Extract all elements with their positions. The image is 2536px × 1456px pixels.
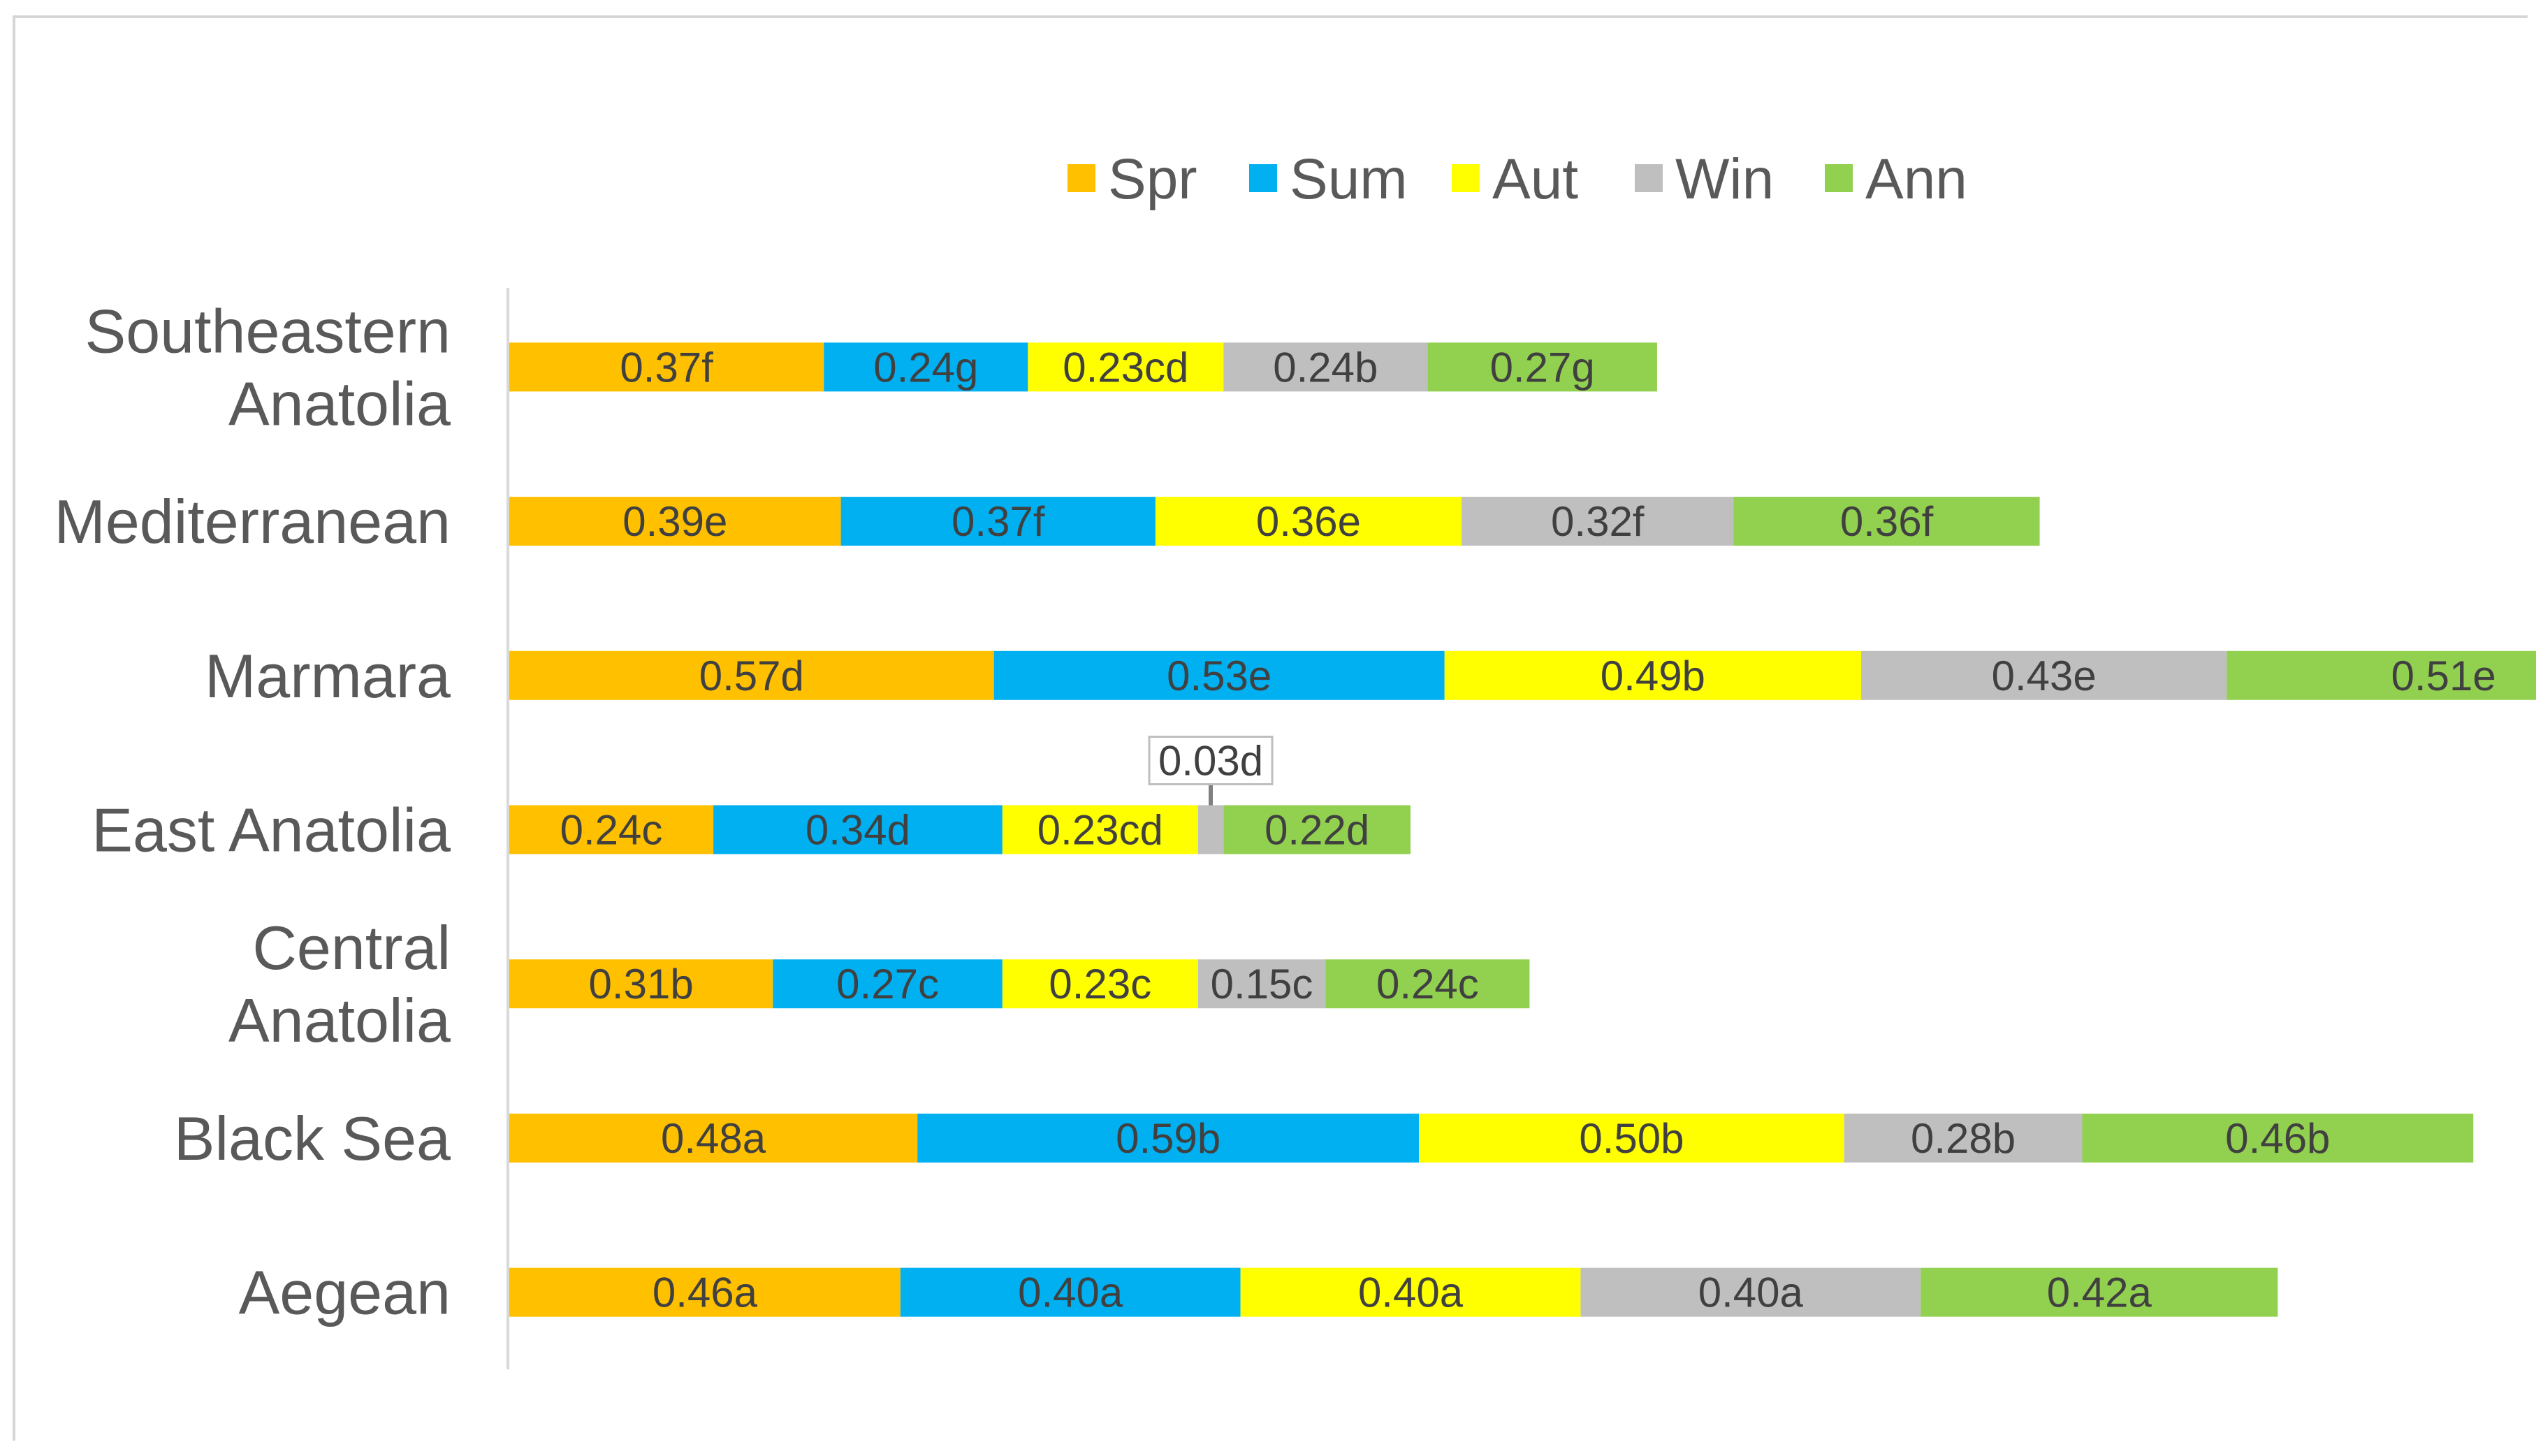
bar-mediterranean-spr xyxy=(509,497,841,546)
bar-marmara-win xyxy=(1861,650,2227,700)
category-label-black-sea: Black Sea xyxy=(174,1104,451,1173)
segment-label-east-anatolia-ann: 0.22d xyxy=(1265,807,1369,854)
segment-label-marmara-aut: 0.49b xyxy=(1601,653,1705,699)
category-label-southeastern-anatolia: Southeastern Anatolia xyxy=(85,296,451,438)
legend-label-aut: Aut xyxy=(1492,147,1578,211)
segment-label-southeastern-anatolia-spr: 0.37f xyxy=(620,344,713,391)
bar-aegean-spr xyxy=(509,1267,901,1317)
category-label-aegean: Aegean xyxy=(239,1258,451,1327)
segment-label-mediterranean-sum: 0.37f xyxy=(952,498,1045,545)
segment-label-central-anatolia-aut: 0.23c xyxy=(1049,961,1151,1007)
segment-label-black-sea-ann: 0.46b xyxy=(2225,1115,2330,1162)
legend-label-sum: Sum xyxy=(1290,147,1408,211)
segment-label-southeastern-anatolia-sum: 0.24g xyxy=(873,344,978,391)
bars xyxy=(509,342,2536,1317)
legend-label-ann: Ann xyxy=(1865,147,1967,211)
segment-label-aegean-win: 0.40a xyxy=(1698,1269,1804,1316)
bar-aegean-win xyxy=(1580,1267,1921,1317)
segment-label-marmara-ann: 0.51e xyxy=(2391,653,2496,699)
chart-frame xyxy=(13,15,2528,1441)
bar-southeastern-anatolia-sum xyxy=(824,342,1028,392)
segment-label-east-anatolia-spr: 0.24c xyxy=(560,807,663,854)
segment-label-black-sea-sum: 0.59b xyxy=(1116,1115,1220,1162)
bar-black-sea-aut xyxy=(1419,1113,1844,1163)
segment-label-central-anatolia-spr: 0.31b xyxy=(589,961,694,1007)
legend-swatch-sum xyxy=(1249,164,1277,192)
bar-central-anatolia-win xyxy=(1197,959,1326,1009)
segment-label-mediterranean-aut: 0.36e xyxy=(1256,498,1361,545)
segment-label-mediterranean-ann: 0.36f xyxy=(1840,498,1934,545)
bar-southeastern-anatolia-win xyxy=(1223,342,1428,392)
segment-label-aegean-aut: 0.40a xyxy=(1358,1269,1464,1316)
category-labels: Aegean Black Sea Central Anatolia East Anato… xyxy=(54,296,451,1327)
segment-label-black-sea-win: 0.28b xyxy=(1911,1115,2016,1162)
segment-label-mediterranean-win: 0.32f xyxy=(1551,498,1645,545)
segment-label-central-anatolia-win: 0.15c xyxy=(1211,961,1313,1007)
legend-label-win: Win xyxy=(1675,147,1774,211)
bar-east-anatolia-spr xyxy=(509,805,714,854)
segment-label-black-sea-spr: 0.48a xyxy=(661,1115,766,1162)
segment-label-central-anatolia-ann: 0.24c xyxy=(1376,961,1479,1007)
segment-label-aegean-sum: 0.40a xyxy=(1018,1269,1123,1316)
bar-mediterranean-ann xyxy=(1733,497,2040,546)
bar-black-sea-spr xyxy=(509,1113,918,1163)
bar-marmara-aut xyxy=(1444,650,1862,700)
bar-marmara-spr xyxy=(509,650,994,700)
bar-east-anatolia-win xyxy=(1197,805,1224,854)
segment-label-southeastern-anatolia-win: 0.24b xyxy=(1273,344,1378,391)
bar-central-anatolia-sum xyxy=(773,959,1003,1009)
bar-mediterranean-aut xyxy=(1155,497,1462,546)
category-label-marmara: Marmara xyxy=(205,641,451,711)
bar-black-sea-ann xyxy=(2082,1113,2474,1163)
legend-label-spr: Spr xyxy=(1108,147,1197,211)
bar-central-anatolia-ann xyxy=(1325,959,1530,1009)
category-label-mediterranean: Mediterranean xyxy=(54,487,451,556)
segment-label-east-anatolia-sum: 0.34d xyxy=(806,807,910,854)
segment-label-marmara-spr: 0.57d xyxy=(699,653,804,699)
segment-label-mediterranean-spr: 0.39e xyxy=(622,498,727,545)
segment-label-black-sea-aut: 0.50b xyxy=(1579,1115,1684,1162)
legend-swatch-win xyxy=(1635,164,1663,192)
segment-label-southeastern-anatolia-aut: 0.23cd xyxy=(1063,344,1188,391)
bar-east-anatolia-aut xyxy=(1002,805,1198,854)
bar-central-anatolia-aut xyxy=(1002,959,1198,1009)
bar-marmara-sum xyxy=(993,650,1445,700)
bar-aegean-sum xyxy=(900,1267,1241,1317)
bar-aegean-ann xyxy=(1921,1267,2278,1317)
bar-mediterranean-sum xyxy=(840,497,1156,546)
segment-label-aegean-spr: 0.46a xyxy=(653,1269,758,1316)
legend-swatch-ann xyxy=(1825,164,1853,192)
bar-east-anatolia-ann xyxy=(1223,805,1411,854)
bar-marmara-ann xyxy=(2227,650,2536,700)
segment-label-marmara-sum: 0.53e xyxy=(1167,653,1271,699)
callout-box xyxy=(1148,736,1274,785)
legend-swatch-aut xyxy=(1452,164,1480,192)
legend: Spr Sum Aut Win Ann xyxy=(1067,147,1967,211)
bar-mediterranean-win xyxy=(1462,497,1734,546)
bar-southeastern-anatolia-spr xyxy=(509,342,824,392)
bar-southeastern-anatolia-aut xyxy=(1028,342,1224,392)
segment-label-central-anatolia-sum: 0.27c xyxy=(836,961,939,1007)
legend-swatch-spr xyxy=(1067,164,1095,192)
bar-east-anatolia-sum xyxy=(713,805,1003,854)
category-label-central-anatolia: Central Anatolia xyxy=(228,913,451,1055)
bar-black-sea-win xyxy=(1844,1113,2083,1163)
category-label-east-anatolia: East Anatolia xyxy=(92,796,451,865)
bar-central-anatolia-spr xyxy=(509,959,773,1009)
segment-label-east-anatolia-aut: 0.23cd xyxy=(1037,807,1163,854)
bar-black-sea-sum xyxy=(917,1113,1420,1163)
segment-label-east-anatolia-win: 0.03d xyxy=(1158,738,1263,785)
bar-aegean-aut xyxy=(1240,1267,1581,1317)
segment-label-aegean-ann: 0.42a xyxy=(2047,1269,2152,1316)
segment-labels: 0.46a 0.40a 0.40a 0.40a 0.42a 0.48a 0.59b 0.50b… xyxy=(560,344,2496,1316)
segment-label-southeastern-anatolia-ann: 0.27g xyxy=(1490,344,1595,391)
bar-southeastern-anatolia-ann xyxy=(1427,342,1657,392)
segment-label-marmara-win: 0.43e xyxy=(1992,653,2097,699)
